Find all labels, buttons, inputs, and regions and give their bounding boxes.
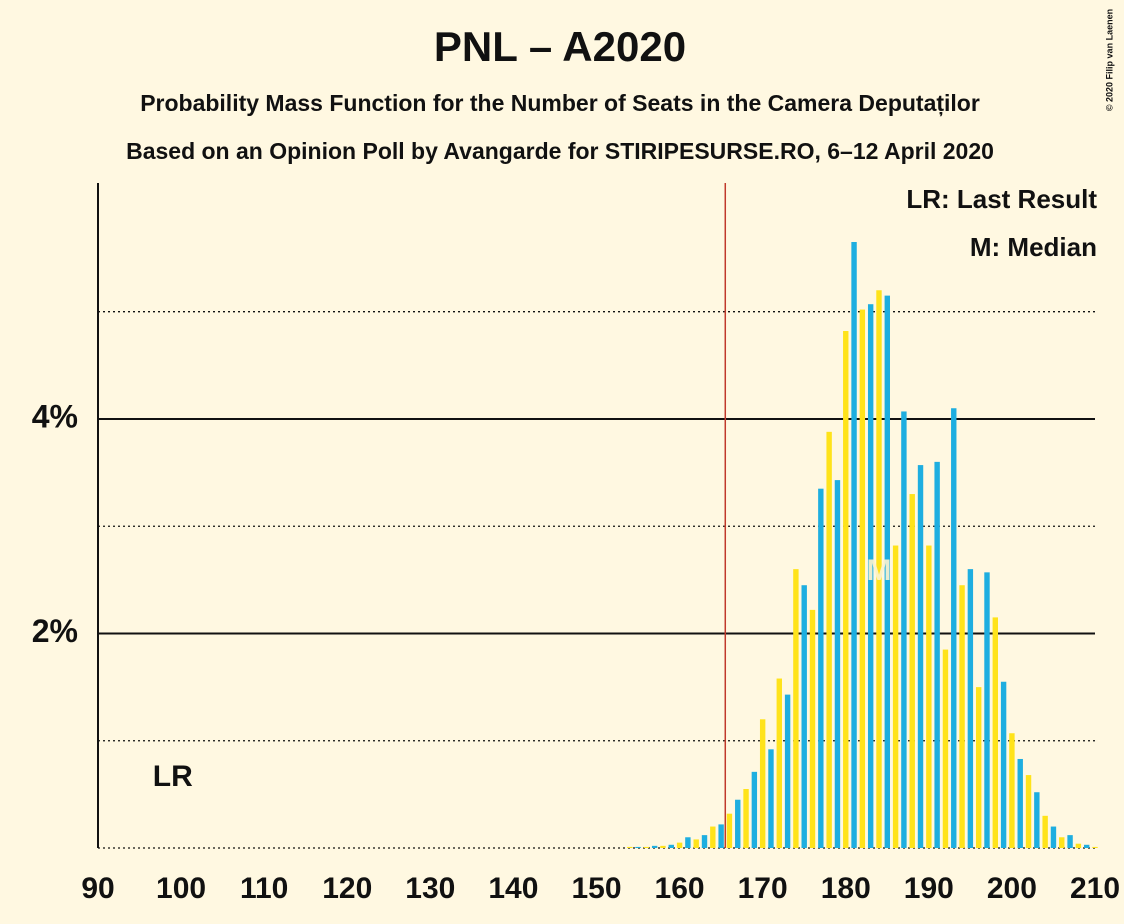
x-tick-label: 180 (821, 872, 871, 905)
x-tick-label: 200 (987, 872, 1037, 905)
bar (851, 241, 857, 848)
bar (1025, 775, 1032, 848)
bar (651, 845, 658, 848)
bar (776, 678, 782, 848)
median-label: M (866, 554, 891, 587)
subtitle: Based on an Opinion Poll by Avangarde fo… (126, 138, 994, 164)
bar (951, 408, 957, 848)
bar (751, 771, 758, 848)
bar (627, 846, 633, 848)
subtitle: Probability Mass Function for the Number… (140, 90, 980, 117)
bar (984, 572, 990, 848)
x-tick-label: 100 (156, 872, 206, 905)
bar (1042, 815, 1048, 848)
last-result-label: LR (153, 760, 193, 793)
bar (743, 789, 749, 848)
bar (726, 813, 733, 848)
bar (676, 842, 683, 848)
bar (809, 609, 816, 848)
bar (967, 569, 974, 848)
bar (992, 617, 998, 848)
x-tick-label: 170 (738, 872, 788, 905)
bar (876, 290, 882, 848)
bar (710, 826, 716, 848)
x-tick-label: 120 (322, 872, 372, 905)
bar (1092, 846, 1098, 848)
x-tick-label: 90 (81, 872, 114, 905)
copyright: © 2020 Filip van Laenen (1104, 9, 1114, 111)
bar (693, 839, 699, 848)
bar (1059, 837, 1065, 848)
x-tick-label: 110 (240, 872, 288, 905)
bar (1009, 733, 1015, 848)
bar (826, 431, 832, 848)
bar (867, 304, 874, 848)
bar (701, 835, 708, 848)
bar (718, 824, 724, 848)
bar (884, 295, 890, 848)
bar (759, 719, 766, 848)
bar (685, 837, 691, 848)
bar (1050, 826, 1057, 848)
bar (959, 585, 965, 848)
y-tick-label: 2% (32, 613, 78, 649)
bar (926, 545, 932, 848)
bar (909, 494, 915, 848)
bar (1067, 835, 1073, 848)
x-tick-label: 190 (904, 872, 954, 905)
bar (834, 480, 841, 848)
bar (901, 411, 907, 848)
bar (735, 799, 741, 848)
x-tick-label: 150 (571, 872, 621, 905)
y-tick-label: 4% (32, 398, 78, 434)
bar (801, 585, 807, 848)
bar (975, 687, 982, 848)
chart-title: PNL – A2020 (434, 23, 686, 70)
bar (668, 844, 674, 848)
x-tick-label: 140 (488, 872, 538, 905)
bar (1034, 792, 1040, 848)
bar (892, 545, 899, 848)
bar (1083, 844, 1090, 848)
x-tick-label: 130 (405, 872, 455, 905)
bar (784, 694, 791, 848)
x-tick-label: 160 (655, 872, 705, 905)
bar (1000, 681, 1007, 848)
x-tick-label: 210 (1070, 872, 1120, 905)
bar (643, 846, 650, 848)
bar (660, 845, 666, 848)
bar (768, 749, 774, 848)
bar (818, 488, 824, 848)
bar (942, 649, 949, 848)
bar (843, 331, 849, 849)
bar (934, 461, 940, 848)
legend-entry: LR: Last Result (906, 184, 1097, 214)
bar (859, 309, 866, 848)
bar (917, 465, 924, 848)
bar (1017, 758, 1023, 848)
bar (635, 846, 641, 848)
legend-entry: M: Median (970, 232, 1097, 262)
bar (793, 569, 799, 848)
bar (1075, 843, 1082, 848)
